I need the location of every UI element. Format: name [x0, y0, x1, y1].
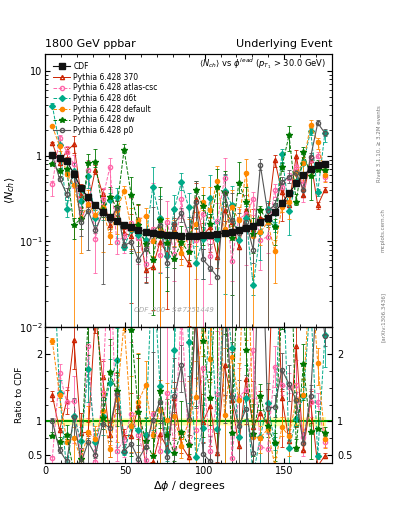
Text: [arXiv:1306.3436]: [arXiv:1306.3436]: [381, 292, 386, 343]
X-axis label: $\Delta\phi$ / degrees: $\Delta\phi$ / degrees: [152, 479, 225, 493]
Legend: CDF, Pythia 6.428 370, Pythia 6.428 atlas-csc, Pythia 6.428 d6t, Pythia 6.428 de: CDF, Pythia 6.428 370, Pythia 6.428 atla…: [52, 60, 159, 137]
Text: CDF_200   S#7251449: CDF_200 S#7251449: [134, 306, 214, 313]
Text: mcplots.cern.ch: mcplots.cern.ch: [381, 208, 386, 252]
Text: Rivet 3.1.10, ≥ 3.2M events: Rivet 3.1.10, ≥ 3.2M events: [377, 105, 382, 182]
Text: $\langle N_{ch}\rangle$ vs $\phi^{lead}$ ($p_{T_1}$ > 30.0 GeV): $\langle N_{ch}\rangle$ vs $\phi^{lead}$…: [199, 56, 326, 72]
Y-axis label: $\langle N_{ch}\rangle$: $\langle N_{ch}\rangle$: [4, 177, 17, 204]
Text: Underlying Event: Underlying Event: [235, 38, 332, 49]
Y-axis label: Ratio to CDF: Ratio to CDF: [15, 367, 24, 423]
Text: 1800 GeV ppbar: 1800 GeV ppbar: [45, 38, 136, 49]
